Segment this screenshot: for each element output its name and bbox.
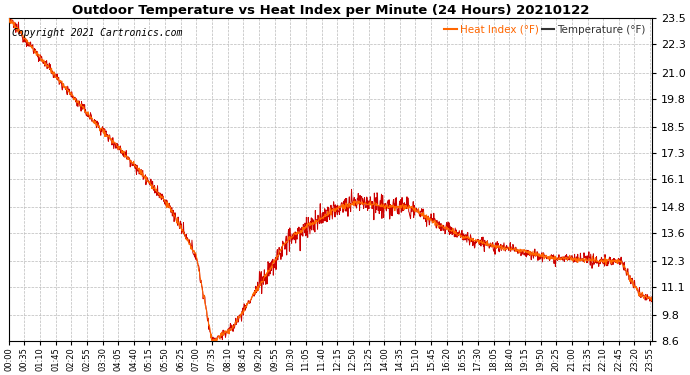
Text: Copyright 2021 Cartronics.com: Copyright 2021 Cartronics.com [12, 28, 182, 38]
Legend: Heat Index (°F), Temperature (°F): Heat Index (°F), Temperature (°F) [443, 24, 647, 36]
Title: Outdoor Temperature vs Heat Index per Minute (24 Hours) 20210122: Outdoor Temperature vs Heat Index per Mi… [72, 4, 589, 17]
